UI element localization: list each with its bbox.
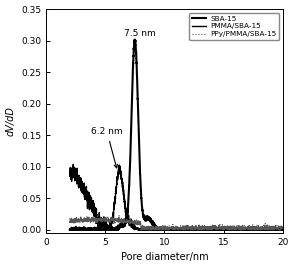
SBA-15	[150, 220, 153, 223]
PMMA/SBA-15	[71, 163, 75, 166]
SBA-15	[133, 38, 137, 41]
Text: 6.2 nm: 6.2 nm	[91, 127, 123, 168]
SBA-15	[92, 228, 96, 232]
PMMA/SBA-15	[277, 228, 280, 232]
SBA-15	[277, 228, 280, 232]
PPy/PMMA/SBA-15	[68, 221, 71, 224]
PPy/PMMA/SBA-15	[92, 217, 96, 220]
SBA-15	[281, 228, 285, 232]
PPy/PMMA/SBA-15	[139, 228, 143, 232]
PMMA/SBA-15	[105, 225, 108, 228]
PMMA/SBA-15	[159, 228, 163, 231]
PMMA/SBA-15	[254, 228, 258, 231]
Y-axis label: dV/dD: dV/dD	[6, 106, 16, 136]
Line: PPy/PMMA/SBA-15: PPy/PMMA/SBA-15	[70, 215, 283, 230]
PMMA/SBA-15	[150, 228, 153, 232]
PMMA/SBA-15	[92, 210, 96, 213]
PPy/PMMA/SBA-15	[254, 226, 258, 230]
PPy/PMMA/SBA-15	[277, 225, 280, 229]
Line: PMMA/SBA-15: PMMA/SBA-15	[70, 165, 283, 230]
Text: 7.5 nm: 7.5 nm	[123, 29, 155, 38]
SBA-15	[159, 228, 163, 231]
SBA-15	[68, 228, 72, 232]
SBA-15	[68, 228, 71, 231]
X-axis label: Pore diameter/nm: Pore diameter/nm	[121, 252, 208, 262]
PPy/PMMA/SBA-15	[150, 228, 153, 232]
SBA-15	[254, 228, 258, 232]
PMMA/SBA-15	[281, 228, 285, 232]
SBA-15	[105, 228, 108, 231]
PMMA/SBA-15	[101, 228, 104, 232]
PPy/PMMA/SBA-15	[105, 216, 108, 219]
PPy/PMMA/SBA-15	[281, 227, 285, 230]
PPy/PMMA/SBA-15	[159, 228, 163, 231]
PMMA/SBA-15	[68, 172, 71, 175]
PPy/PMMA/SBA-15	[117, 214, 121, 217]
Legend: SBA-15, PMMA/SBA-15, PPy/PMMA/SBA-15: SBA-15, PMMA/SBA-15, PPy/PMMA/SBA-15	[189, 13, 279, 40]
Line: SBA-15: SBA-15	[70, 40, 283, 230]
